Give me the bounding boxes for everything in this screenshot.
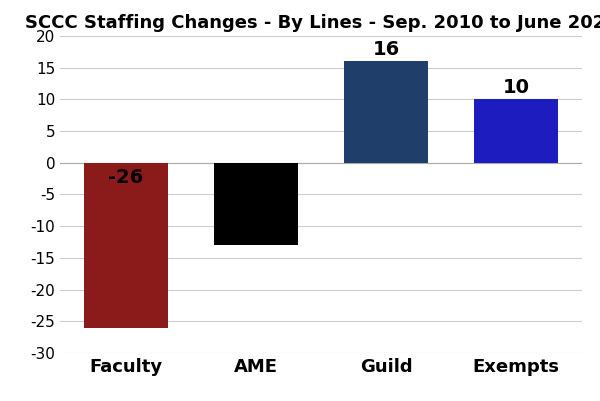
Bar: [214, 163, 298, 245]
Text: -26: -26: [109, 168, 143, 187]
Text: -13: -13: [238, 168, 274, 187]
Text: 16: 16: [373, 40, 400, 59]
Text: 10: 10: [503, 78, 530, 97]
Bar: [84, 163, 168, 328]
Title: SCCC Staffing Changes - By Lines - Sep. 2010 to June 2020: SCCC Staffing Changes - By Lines - Sep. …: [25, 14, 600, 32]
Bar: [474, 99, 558, 163]
Bar: [344, 61, 428, 163]
